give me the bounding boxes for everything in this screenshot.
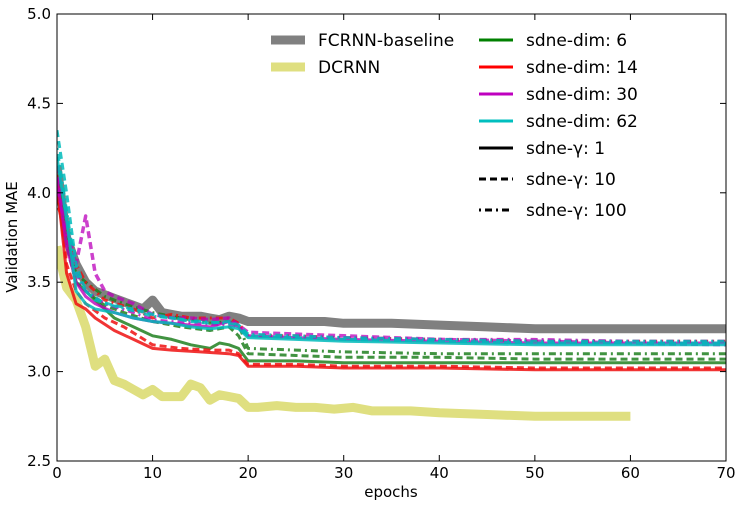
y-tick-label: 5.0 (27, 5, 51, 23)
legend-label: sdne-γ: 1 (526, 139, 605, 159)
plot-frame (56, 13, 727, 462)
y-tick-label: 3.5 (27, 273, 51, 291)
x-tick-label: 30 (334, 464, 353, 482)
y-tick-label: 2.5 (27, 452, 51, 470)
series-line-12 (57, 129, 726, 345)
series-layer (57, 129, 726, 421)
y-tick-label: 3.0 (27, 363, 51, 381)
y-tick-label: 4.5 (27, 94, 51, 112)
legend-label: FCRNN-baseline (318, 31, 454, 51)
ticks-layer: 0 10 20 30 40 50 60 70 2.5 3.0 3.5 4.0 4.5 5.0 (27, 5, 735, 482)
x-axis-label: epochs (364, 483, 418, 501)
series-line-5 (57, 183, 726, 372)
x-tick-label: 10 (143, 464, 162, 482)
y-tick-label: 4.0 (27, 184, 51, 202)
series-line-6 (57, 174, 726, 370)
legend-label: sdne-γ: 10 (526, 170, 616, 190)
legend: FCRNN-baseline DCRNN sdne-dim: 6 sdne-dim: … (271, 31, 638, 221)
x-tick-label: 20 (239, 464, 258, 482)
x-tick-label: 0 (52, 464, 62, 482)
x-tick-label: 50 (525, 464, 544, 482)
legend-label: sdne-dim: 62 (526, 112, 638, 132)
x-tick-label: 70 (716, 464, 735, 482)
legend-label: sdne-dim: 30 (526, 85, 638, 105)
series-line-13 (57, 147, 726, 343)
legend-label: sdne-dim: 6 (526, 31, 627, 51)
legend-label: sdne-dim: 14 (526, 58, 638, 78)
x-tick-label: 40 (430, 464, 449, 482)
legend-label: DCRNN (318, 58, 380, 78)
legend-label: sdne-γ: 100 (526, 201, 627, 221)
y-axis-label: Validation MAE (3, 181, 21, 293)
series-line-11 (57, 156, 726, 347)
series-line-8 (57, 178, 726, 345)
series-line-7 (57, 201, 726, 343)
x-tick-label: 60 (621, 464, 640, 482)
series-line-1 (57, 245, 631, 421)
